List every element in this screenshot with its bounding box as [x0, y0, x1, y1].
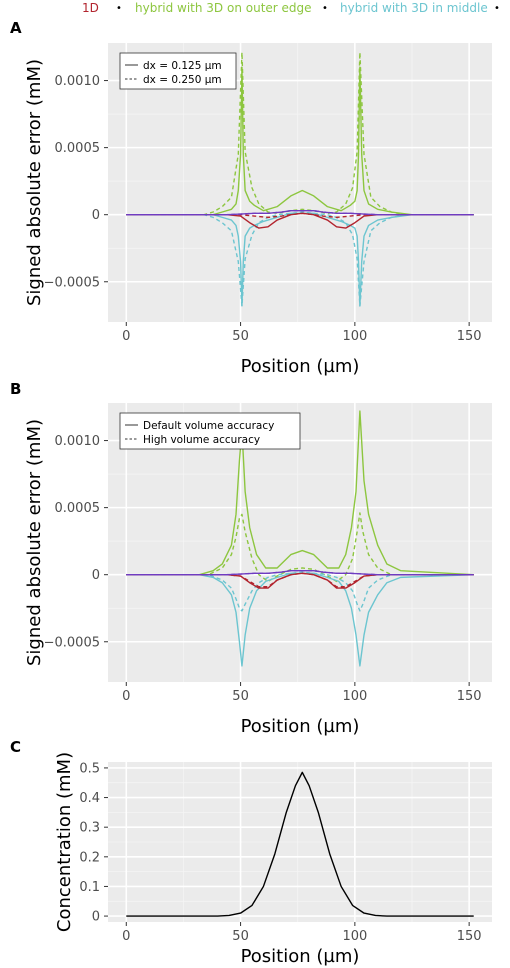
legend-entry-label: dx = 0.250 µm: [143, 74, 222, 86]
series-line: [126, 211, 474, 307]
line-style-legend: [119, 52, 237, 90]
x-tick-label: 50: [232, 929, 249, 944]
x-axis-label: Position (µm): [241, 356, 360, 377]
x-axis-label: Position (µm): [241, 716, 360, 737]
y-tick-label: 0.0005: [55, 141, 101, 156]
panel-label: B: [10, 380, 21, 398]
y-tick-label: −0.0005: [44, 275, 100, 290]
series-line: [126, 569, 474, 576]
legend-separator: •: [494, 3, 500, 14]
legend-separator: •: [322, 3, 328, 14]
y-axis-label: Signed absolute error (mM): [24, 59, 45, 306]
series-line: [126, 410, 474, 576]
panel-b: 0 50 100 150 −0.0005 0 0.0005 0.0010 B Position (…: [10, 380, 492, 737]
legend-hybrid-middle-label: hybrid with 3D in middle: [340, 1, 488, 15]
y-tick-label: 0.3: [79, 821, 100, 836]
legend-entry-label: Default volume accuracy: [143, 420, 274, 432]
y-axis-label: Signed absolute error (mM): [24, 419, 45, 666]
legend-entry-label: High volume accuracy: [143, 434, 260, 446]
series-line: [126, 51, 474, 216]
y-tick-label: 0.1: [79, 880, 100, 895]
x-tick-label: 100: [342, 929, 367, 944]
legend-1d-label: 1D: [82, 1, 99, 15]
x-tick-label: 150: [457, 689, 482, 704]
series-line: [126, 771, 474, 917]
color-legend: 1D • hybrid with 3D on outer edge • hybr…: [0, 0, 510, 18]
series-line: [126, 572, 474, 588]
legend-entry-label: dx = 0.125 µm: [143, 60, 222, 72]
plot-background: [108, 403, 492, 682]
y-tick-label: 0.5: [79, 761, 100, 776]
y-tick-label: 0.0010: [55, 434, 101, 449]
x-axis-label: Position (µm): [241, 946, 360, 967]
legend-hybrid-outer-label: hybrid with 3D on outer edge: [135, 1, 312, 15]
y-tick-label: −0.0005: [44, 635, 100, 650]
panel-label: A: [10, 19, 22, 37]
y-axis-label: Concentration (mM): [54, 752, 75, 932]
x-tick-label: 150: [457, 329, 482, 344]
line-style-legend: [119, 412, 301, 450]
plot-background: [108, 43, 492, 322]
x-tick-label: 0: [122, 689, 130, 704]
x-tick-label: 150: [457, 929, 482, 944]
panel-a: 0 50 100 150 −0.0005 0 0.0005 0.0010 A Position (…: [10, 19, 492, 377]
y-tick-label: 0: [92, 208, 100, 223]
series-line: [126, 512, 474, 583]
x-tick-label: 100: [342, 689, 367, 704]
x-tick-label: 50: [232, 329, 249, 344]
series-line: [126, 209, 474, 216]
y-tick-label: 0.4: [79, 791, 100, 806]
y-tick-label: 0.0005: [55, 501, 101, 516]
series-line: [126, 212, 474, 219]
y-tick-label: 0: [92, 910, 100, 925]
series-line: [126, 66, 474, 216]
panel-label: C: [10, 738, 21, 756]
y-tick-label: 0: [92, 568, 100, 583]
x-tick-label: 0: [122, 929, 130, 944]
series-line: [126, 571, 474, 612]
x-tick-label: 0: [122, 329, 130, 344]
panel-c: 0 50 100 150 0 0.1 0.2 0.3 0.4 0.5 C Position (µm) C…: [10, 738, 492, 967]
y-tick-label: 0.0010: [55, 74, 101, 89]
x-tick-label: 50: [232, 689, 249, 704]
legend-separator: •: [116, 3, 122, 14]
x-tick-label: 100: [342, 329, 367, 344]
y-tick-label: 0.2: [79, 850, 100, 865]
